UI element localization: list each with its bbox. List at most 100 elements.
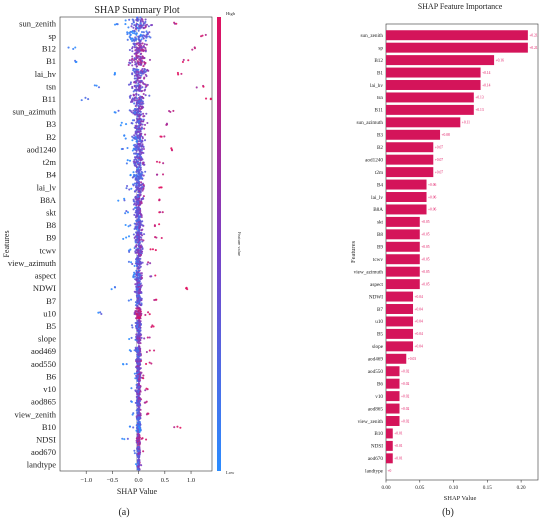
- importance-feature-label: B5: [377, 332, 383, 338]
- importance-feature-label: B6: [377, 381, 383, 387]
- summary-point: [135, 228, 138, 231]
- summary-point: [132, 171, 135, 174]
- summary-point: [124, 223, 127, 227]
- summary-point: [140, 99, 143, 102]
- importance-bar: [386, 428, 393, 439]
- summary-point: [136, 198, 139, 201]
- summary-point: [165, 122, 168, 125]
- summary-point: [142, 115, 145, 118]
- summary-point: [146, 412, 149, 415]
- summary-point: [135, 128, 139, 131]
- summary-point: [141, 139, 144, 142]
- summary-point: [141, 189, 144, 192]
- summary-point: [130, 22, 134, 25]
- summary-feature-label: B2: [46, 132, 56, 142]
- summary-point: [114, 111, 117, 114]
- importance-feature-label: NDWI: [369, 294, 383, 300]
- summary-point: [140, 187, 143, 191]
- summary-point: [163, 135, 166, 138]
- importance-value-label: +0.21: [529, 34, 538, 38]
- summary-point: [95, 84, 98, 87]
- summary-point: [136, 56, 139, 60]
- summary-point: [137, 408, 140, 411]
- importance-value-label: +0.06: [428, 208, 437, 212]
- summary-feature-label: NDSI: [36, 434, 56, 444]
- summary-point: [132, 42, 135, 45]
- summary-point: [141, 20, 144, 23]
- summary-point: [137, 68, 140, 71]
- summary-point: [133, 143, 137, 146]
- summary-point: [133, 70, 136, 73]
- importance-feature-label: B11: [375, 108, 384, 114]
- summary-point: [127, 26, 130, 29]
- summary-point: [149, 262, 152, 265]
- importance-bar: [386, 179, 427, 190]
- summary-point: [137, 29, 140, 32]
- summary-point: [134, 275, 137, 278]
- summary-point: [132, 203, 136, 206]
- summary-point: [135, 313, 138, 316]
- summary-point: [136, 321, 139, 324]
- summary-point: [158, 161, 161, 164]
- importance-feature-label: B8: [377, 232, 383, 238]
- summary-point: [132, 32, 135, 35]
- importance-bar: [386, 104, 474, 115]
- summary-feature-label: B5: [46, 321, 56, 331]
- summary-point: [133, 134, 136, 137]
- summary-point: [135, 174, 138, 177]
- summary-point: [139, 159, 142, 162]
- summary-point: [131, 45, 134, 49]
- summary-point: [155, 298, 158, 301]
- caption-b: (b): [442, 507, 454, 518]
- summary-feature-label: sp: [48, 31, 56, 41]
- summary-point: [144, 389, 147, 392]
- summary-point: [140, 70, 143, 73]
- summary-point: [132, 273, 135, 276]
- summary-point: [141, 147, 144, 151]
- summary-point: [136, 193, 139, 196]
- summary-point: [134, 37, 137, 40]
- summary-point: [138, 300, 141, 303]
- summary-point: [143, 139, 147, 142]
- summary-point: [137, 252, 140, 255]
- summary-point: [135, 25, 138, 28]
- summary-point: [139, 408, 142, 411]
- importance-value-label: +0.02: [401, 394, 410, 398]
- importance-bar: [386, 366, 400, 377]
- summary-point: [133, 74, 136, 77]
- summary-point: [141, 123, 144, 126]
- summary-point: [126, 184, 129, 188]
- summary-point: [134, 145, 137, 148]
- summary-feature-label: aod469: [31, 346, 56, 356]
- summary-point: [137, 463, 140, 466]
- summary-point: [135, 214, 138, 217]
- summary-point: [141, 137, 144, 140]
- importance-bar: [386, 167, 434, 178]
- summary-point: [139, 190, 142, 193]
- summary-point: [146, 31, 149, 34]
- summary-point: [128, 18, 131, 21]
- summary-point: [138, 347, 141, 350]
- summary-point: [134, 283, 137, 286]
- summary-point: [138, 74, 141, 77]
- importance-value-label: +0.04: [415, 295, 424, 299]
- summary-point: [180, 72, 183, 75]
- importance-bar: [386, 42, 528, 53]
- summary-point: [99, 311, 102, 314]
- summary-point: [138, 207, 142, 210]
- summary-point: [136, 290, 139, 293]
- summary-point: [134, 177, 137, 180]
- summary-point: [121, 437, 124, 440]
- summary-point: [122, 363, 125, 366]
- summary-point: [140, 186, 144, 189]
- summary-point: [130, 298, 133, 301]
- summary-point: [160, 236, 163, 240]
- summary-point: [134, 60, 137, 64]
- summary-point: [135, 158, 138, 161]
- summary-point: [179, 426, 182, 429]
- summary-point: [139, 138, 142, 141]
- summary-point: [140, 229, 143, 232]
- importance-bar: [386, 416, 400, 426]
- summary-point: [137, 166, 140, 169]
